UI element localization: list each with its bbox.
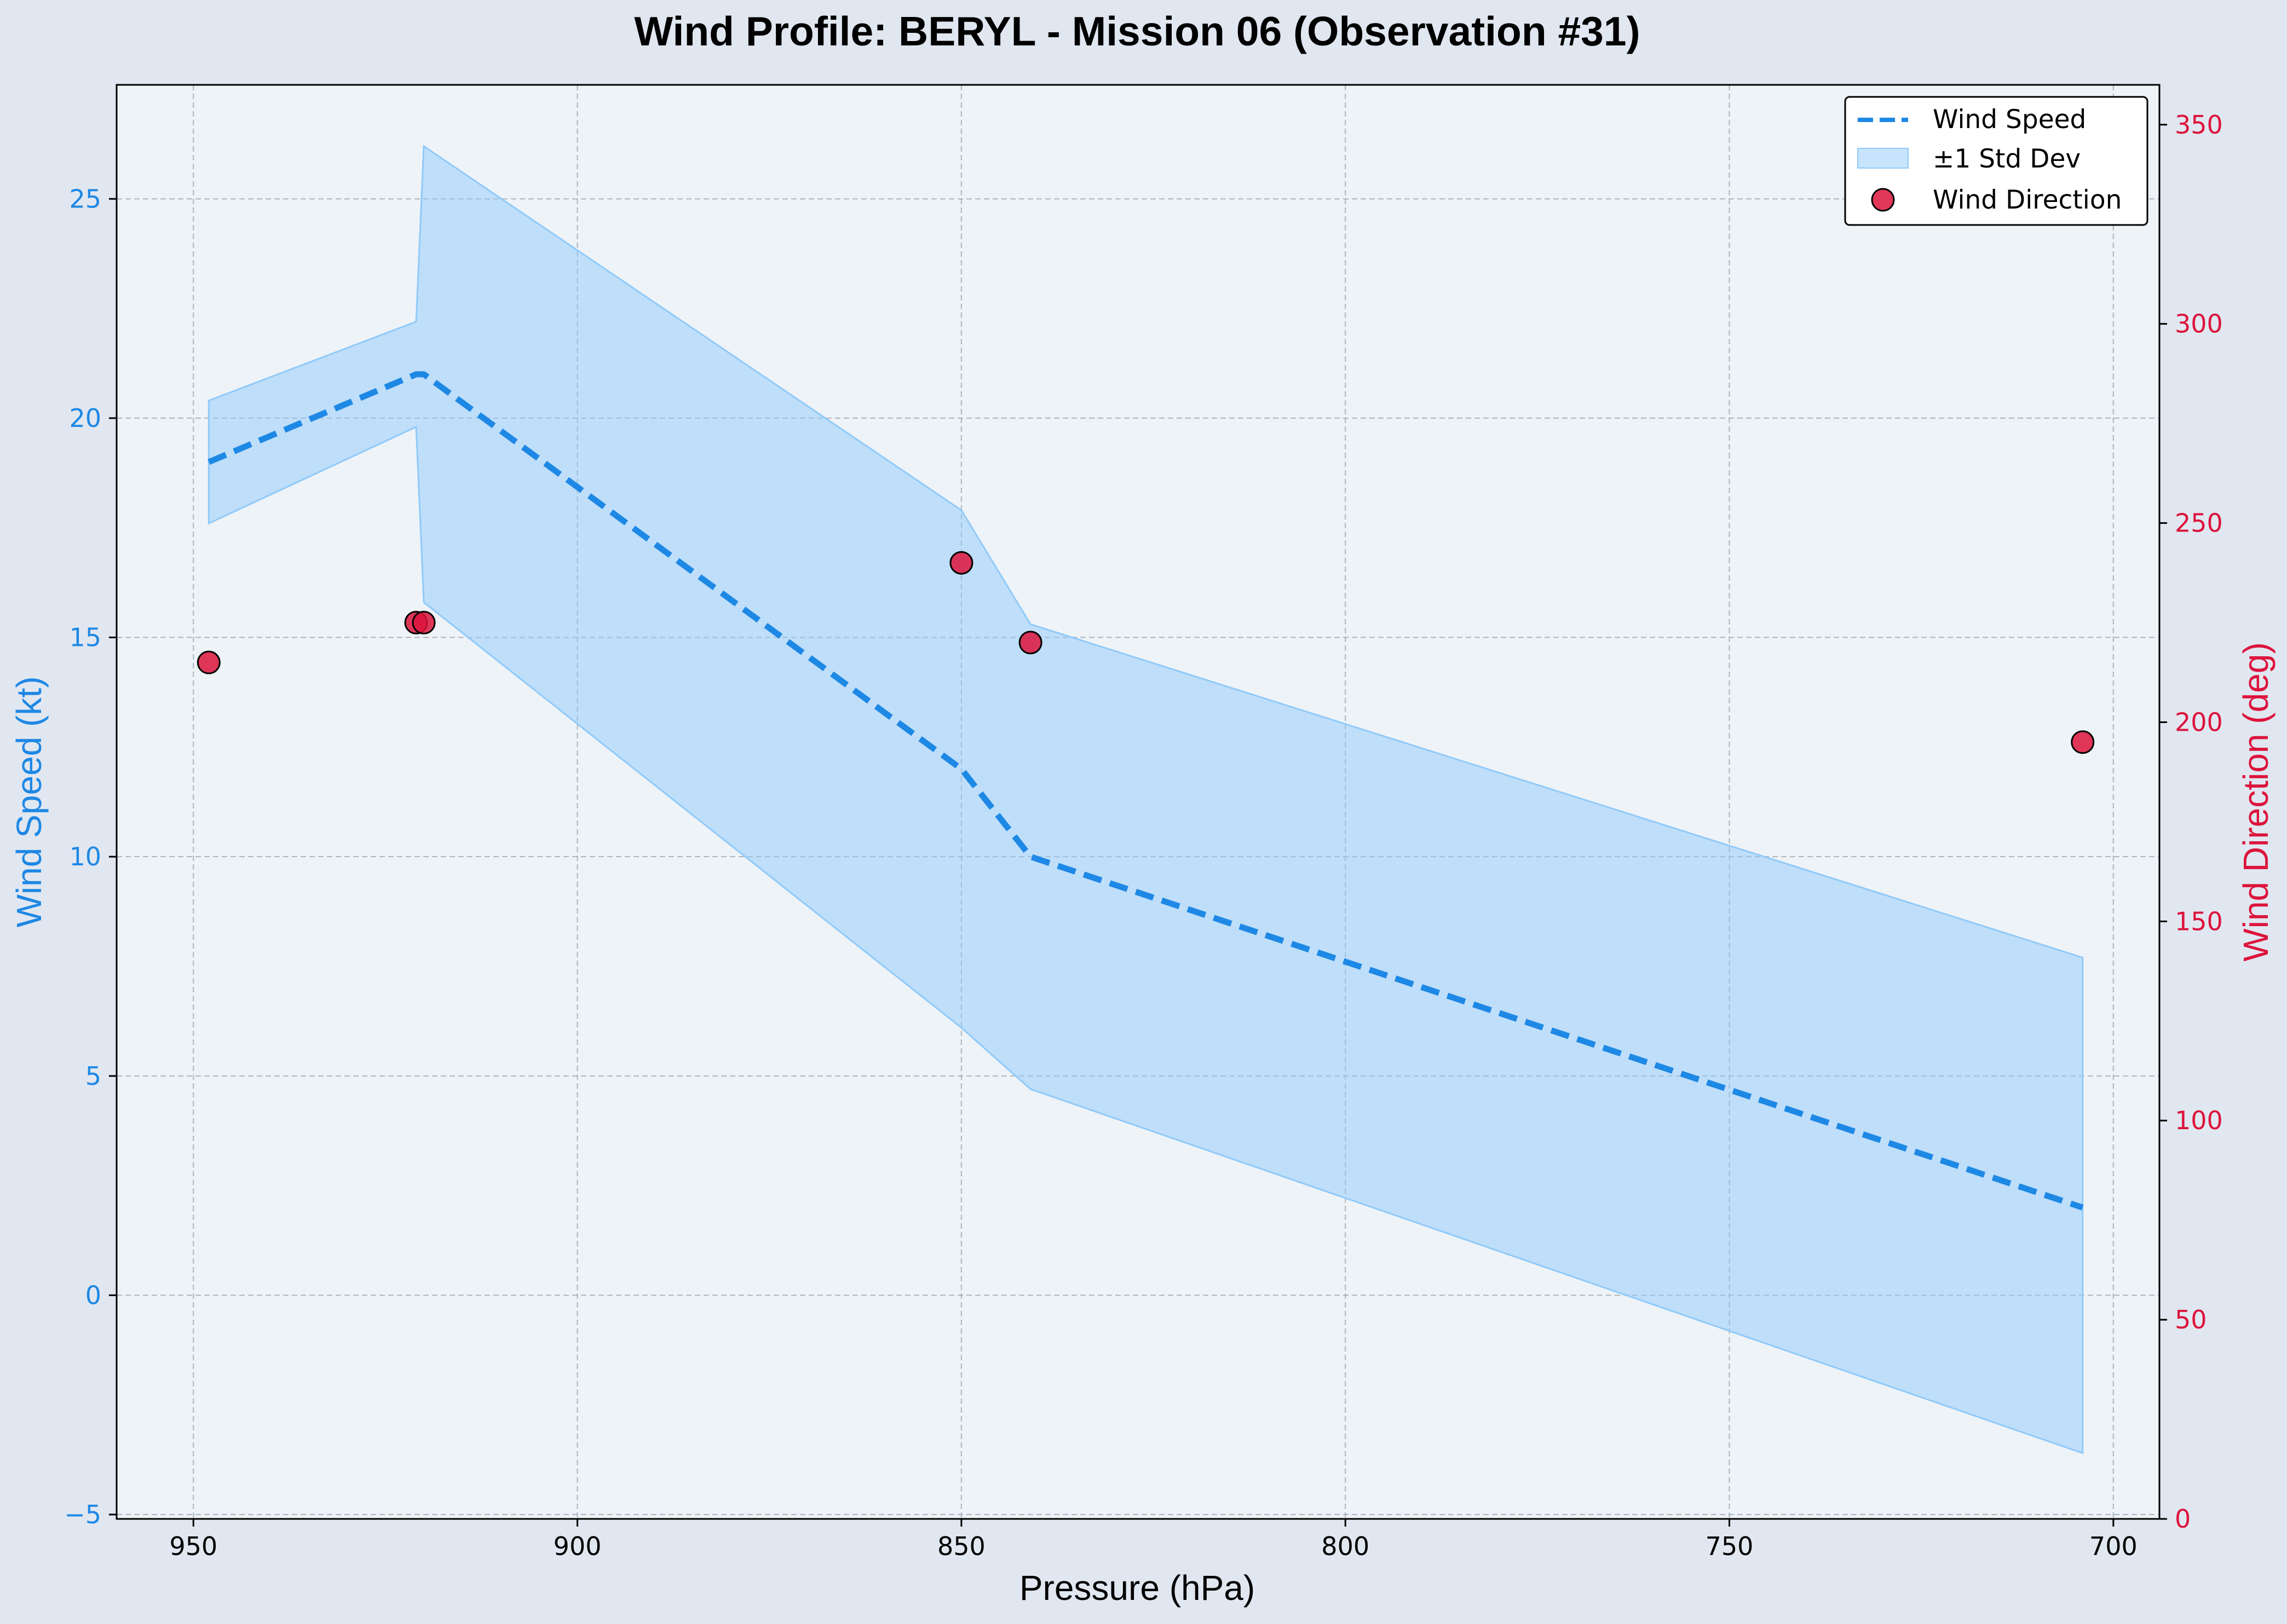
- left-y-tick-label: 15: [69, 623, 101, 652]
- legend-label-std-dev: ±1 Std Dev: [1933, 144, 2081, 174]
- left-y-tick-label: 25: [69, 184, 101, 213]
- legend-marker-swatch: [1871, 188, 1895, 212]
- left-y-axis-label: Wind Speed (kt): [9, 677, 49, 928]
- left-y-tick-label: 10: [69, 842, 101, 871]
- x-tick-label: 750: [1706, 1531, 1754, 1561]
- right-y-tick-label: 50: [2175, 1305, 2207, 1334]
- x-tick-label: 950: [169, 1531, 217, 1561]
- right-y-tick-label: 250: [2175, 508, 2223, 538]
- legend-box: [1844, 96, 2148, 226]
- right-y-tick-label: 100: [2175, 1106, 2223, 1135]
- right-y-tick-label: 150: [2175, 906, 2223, 936]
- wind-direction-point: [949, 551, 973, 575]
- std-dev-band-area: [208, 145, 2084, 1454]
- legend: Wind Speed ±1 Std Dev Wind Direction: [1844, 96, 2148, 226]
- left-y-tick-label: 20: [69, 403, 101, 433]
- plot-frame: [116, 84, 2161, 1520]
- right-y-axis-label: Wind Direction (deg): [2236, 642, 2276, 961]
- x-tick-label: 900: [554, 1531, 602, 1561]
- x-tick-label: 800: [1321, 1531, 1369, 1561]
- wind-direction-point: [1018, 631, 1042, 655]
- left-y-tick-label: 5: [85, 1061, 101, 1091]
- right-y-tick-label: 200: [2175, 707, 2223, 737]
- wind-direction-point: [2071, 730, 2095, 754]
- legend-band-swatch: [1857, 148, 1909, 169]
- left-y-axis-ticks: −5 0 5 10 15 20 25: [64, 184, 117, 1529]
- legend-label-wind-speed: Wind Speed: [1933, 105, 2086, 135]
- left-y-tick-label: −5: [64, 1500, 101, 1529]
- std-dev-band: [208, 145, 2084, 1454]
- right-y-tick-label: 350: [2175, 110, 2223, 140]
- x-tick-label: 850: [937, 1531, 986, 1561]
- right-y-tick-label: 0: [2175, 1504, 2191, 1534]
- x-axis-ticks: 950 900 850 800 750 700: [169, 1519, 2138, 1561]
- right-y-tick-label: 300: [2175, 309, 2223, 339]
- x-axis-label: Pressure (hPa): [1019, 1568, 1255, 1608]
- legend-label-wind-direction: Wind Direction: [1933, 185, 2122, 215]
- wind-direction-point: [197, 650, 221, 674]
- wind-direction-points: [197, 551, 2095, 754]
- chart-title: Wind Profile: BERYL - Mission 06 (Observ…: [634, 8, 1640, 54]
- x-tick-label: 700: [2089, 1531, 2138, 1561]
- right-y-axis-ticks: 0 50 100 150 200 250 300 350: [2159, 110, 2223, 1534]
- wind-direction-point: [412, 611, 436, 634]
- left-y-tick-label: 0: [85, 1280, 101, 1310]
